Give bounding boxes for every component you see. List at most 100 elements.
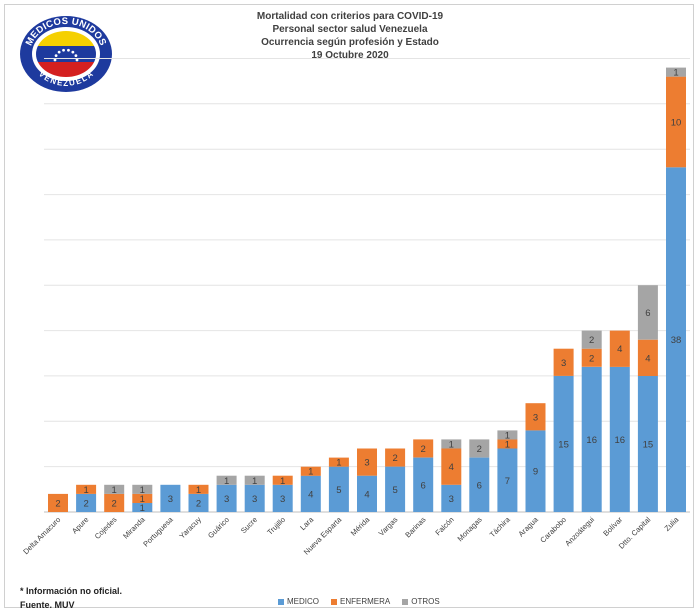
bar-segment-medico (666, 167, 686, 513)
data-label: 1 (140, 494, 145, 505)
chart-title-line-2: Personal sector salud Venezuela (272, 24, 428, 35)
bar-segment-enfermera (497, 439, 518, 449)
data-label: 15 (643, 440, 654, 451)
flag-star (54, 54, 58, 58)
bar-segment-medico (497, 448, 518, 512)
data-label: 1 (83, 485, 88, 496)
bar-segment-medico (525, 430, 546, 512)
bar-segment-medico (132, 502, 153, 512)
note-source: Fuente. MUV (20, 600, 75, 610)
data-label: 1 (112, 485, 117, 496)
bar-segment-enfermera (666, 76, 686, 168)
data-label: 1 (673, 68, 678, 79)
bar-segment-medico (441, 484, 462, 512)
bar-segment-enfermera (357, 448, 377, 476)
x-tick-label: Trujillo (265, 515, 287, 537)
chart-title-block: Mortalidad con criterios para COVID-19 P… (200, 10, 500, 62)
data-label: 10 (671, 118, 682, 129)
data-label: 5 (392, 485, 397, 496)
x-tick-label: Zulia (663, 514, 681, 532)
medicos-unidos-logo: MEDICOS UNIDOS VENEZUELA (20, 16, 112, 92)
legend-item-otros: OTROS (402, 597, 440, 606)
data-label: 1 (505, 430, 510, 441)
bar-segment-otros (637, 285, 658, 340)
bar-segment-enfermera (413, 439, 434, 458)
x-tick-label: Vargas (377, 515, 400, 538)
notes-block: * Información no oficial. Fuente. MUV (20, 584, 122, 612)
bar-segment-enfermera (609, 330, 630, 367)
bar-segment-enfermera (385, 448, 406, 467)
data-label: 6 (645, 308, 650, 319)
chart-title-line-1: Mortalidad con criterios para COVID-19 (256, 11, 444, 22)
bar-segment-medico (160, 484, 181, 512)
legend-swatch-enfermera (331, 598, 337, 605)
bar-segment-medico (385, 466, 406, 512)
x-tick-label: Delta Amacuro (21, 515, 62, 556)
data-label: 2 (421, 444, 426, 455)
legend-label-medico: MEDICO (287, 597, 319, 606)
x-tick-label: Barinas (403, 515, 428, 540)
data-label: 4 (449, 462, 454, 473)
bar-segment-medico (216, 484, 237, 512)
data-label: 2 (112, 498, 117, 509)
data-label: 16 (586, 435, 597, 446)
bar-segment-enfermera (132, 493, 153, 503)
x-tick-label: Bolívar (601, 515, 624, 538)
bar-segment-otros (666, 67, 686, 77)
bar-segment-medico (469, 457, 490, 512)
data-label: 1 (449, 440, 454, 451)
bar-segment-enfermera (188, 484, 209, 494)
data-label: 16 (615, 435, 626, 446)
bar-segment-medico (609, 366, 630, 512)
legend-swatch-medico (278, 598, 284, 605)
data-label: 1 (280, 476, 285, 487)
bar-segment-medico (244, 484, 265, 512)
flag-star (71, 50, 75, 54)
data-label: 2 (589, 353, 594, 364)
bar-segment-medico (76, 493, 97, 512)
bar-segment-otros (441, 439, 462, 449)
figure-frame (4, 4, 694, 608)
bar-segment-otros (469, 439, 490, 458)
bar-segment-enfermera (581, 348, 602, 367)
flag-red-stripe (36, 62, 96, 77)
bar-segment-enfermera (272, 475, 293, 485)
data-label: 4 (364, 489, 369, 500)
x-tick-label: Guárico (206, 515, 231, 540)
bar-segment-medico (300, 475, 321, 512)
data-label: 3 (533, 412, 538, 423)
data-label: 1 (224, 476, 229, 487)
x-tick-label: Falcón (433, 515, 455, 537)
x-tick-label: Miranda (121, 514, 147, 540)
data-label: 2 (392, 453, 397, 464)
data-label: 2 (55, 498, 60, 509)
x-tick-label: Portuguesa (141, 514, 175, 548)
bar-segment-medico (637, 375, 658, 512)
data-label: 2 (83, 498, 88, 509)
bar-segment-medico (272, 484, 293, 512)
bar-segment-medico (357, 475, 377, 512)
data-label: 1 (140, 485, 145, 496)
bar-segment-enfermera (637, 339, 658, 376)
bar-segment-enfermera (300, 466, 321, 476)
legend-item-medico: MEDICO (278, 597, 319, 606)
bar-segment-otros (581, 330, 602, 349)
flag-star (53, 58, 57, 62)
data-label: 2 (196, 498, 201, 509)
bar-segment-medico (328, 466, 349, 512)
bar-segment-enfermera (76, 484, 97, 494)
data-label: 3 (252, 494, 257, 505)
data-label: 3 (280, 494, 285, 505)
legend-label-enfermera: ENFERMERA (340, 597, 391, 606)
bar-segment-otros (244, 475, 265, 485)
flag-star (62, 48, 65, 52)
flag-star (75, 58, 79, 62)
bar-segment-medico (581, 366, 602, 512)
data-label: 1 (252, 476, 257, 487)
x-tick-label: Mérida (349, 514, 372, 537)
data-label: 6 (477, 480, 482, 491)
x-tick-label: Sucre (239, 515, 259, 535)
data-label: 3 (561, 358, 566, 369)
data-label: 9 (533, 467, 538, 478)
